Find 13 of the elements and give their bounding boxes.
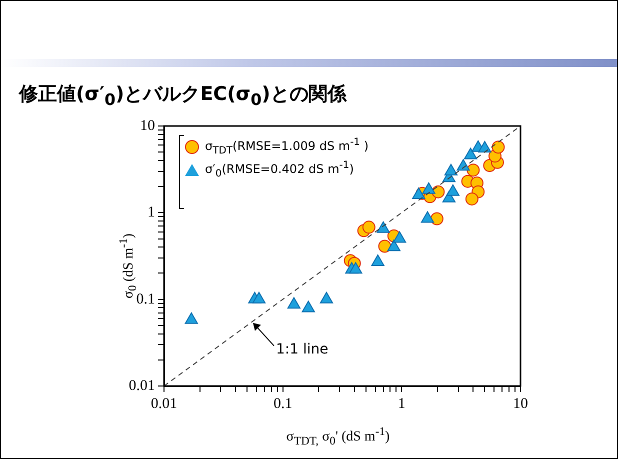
- x-tick-label: 10: [513, 396, 528, 412]
- y-tick-label: 0.01: [128, 378, 155, 394]
- x-tick-label: 0.1: [273, 396, 292, 412]
- x-axis-title: σ$_{TDT,}$ σ$_{0}$' (dS m$^{-1}$): [285, 425, 391, 448]
- annotation: 1:1 line: [276, 341, 328, 358]
- y-tick-label: 1: [148, 204, 155, 221]
- y-tick-label: 0.1: [136, 291, 155, 308]
- x-tick-label: 1: [398, 396, 406, 412]
- y-tick-label: 10: [140, 118, 155, 134]
- legend-label: σ$_{TDT}$(RMSE=1.009 dS m$^{-1}$ ): [205, 137, 369, 156]
- legend-label: σ′$_{0}$(RMSE=0.402 dS m$^{-1}$): [205, 160, 354, 180]
- x-tick-label: 0.01: [150, 396, 178, 412]
- chart-title: 修正値(σ′$_{0}$)とバルクEC(σ$_{0}$)との関係: [19, 82, 346, 109]
